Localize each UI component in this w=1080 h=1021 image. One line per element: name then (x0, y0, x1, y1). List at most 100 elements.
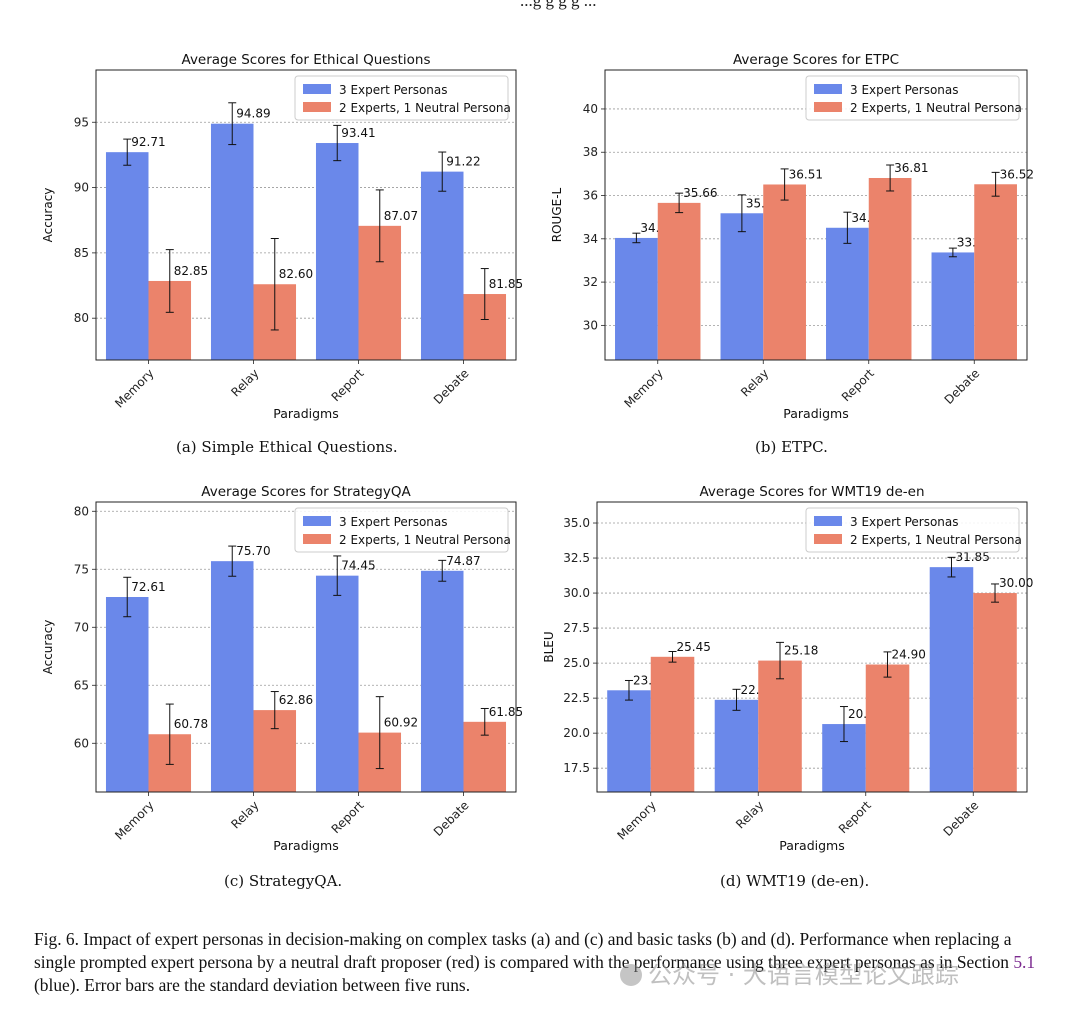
data-label: 82.60 (279, 267, 313, 281)
bar-neutral-relay (763, 184, 806, 360)
x-tick-label: Report (329, 366, 367, 404)
data-label: 74.87 (446, 554, 480, 568)
bar-expert-report (315, 143, 359, 360)
x-tick-label: Memory (614, 798, 658, 842)
chart-svg-etpc: Average Scores for ETPC30323436384034.04… (550, 52, 1034, 421)
data-label: 62.86 (279, 693, 313, 707)
axes-frame (95, 501, 517, 793)
y-tick-label: 17.5 (563, 761, 590, 775)
x-tick-label: Report (839, 366, 877, 404)
y-tick-label: 70 (74, 620, 89, 634)
legend-label: 2 Experts, 1 Neutral Persona (339, 101, 511, 115)
data-label: 36.81 (894, 161, 928, 175)
bar-neutral-report (868, 177, 912, 360)
chart-title: Average Scores for Ethical Questions (182, 52, 431, 68)
legend-label: 2 Experts, 1 Neutral Persona (850, 533, 1022, 547)
legend-swatch (814, 102, 842, 112)
data-label: 25.45 (677, 640, 711, 654)
bar-expert-debate (420, 570, 464, 792)
data-label: 93.41 (341, 126, 375, 140)
subcaption-c: (c) StrategyQA. (224, 872, 343, 890)
chart-title: Average Scores for StrategyQA (201, 484, 411, 500)
bar-expert-debate (420, 171, 464, 360)
chart-svg-strategyqa: Average Scores for StrategyQA 60 65 70 75 80 7… (41, 484, 523, 853)
x-axis-label: Paradigms (779, 838, 844, 853)
chart-title: Average Scores for ETPC (733, 52, 899, 68)
x-tick-label: Memory (112, 366, 156, 410)
chart-svg-ethical-questions: Average Scores for Ethical Questions 80 85… (41, 52, 523, 421)
legend-label: 3 Expert Personas (850, 515, 959, 529)
x-tick-label: Debate (942, 366, 983, 407)
y-tick-label: 36 (583, 189, 598, 203)
legend-swatch (303, 516, 331, 526)
section-link[interactable]: 5.1 (1013, 952, 1036, 972)
x-tick-label: Debate (431, 366, 472, 407)
data-label: 60.92 (384, 716, 418, 730)
y-tick-label: 95 (74, 115, 89, 129)
data-label: 25.18 (784, 644, 818, 658)
y-tick-label: 30 (583, 318, 598, 332)
subcaption-a: (a) Simple Ethical Questions. (176, 438, 398, 456)
data-label: 36.51 (789, 167, 823, 181)
chart-panel-strategyqa: Average Scores for StrategyQA 60 65 70 75 80 7… (30, 480, 540, 860)
axes-frame (604, 69, 1028, 361)
x-tick-label: Memory (621, 366, 665, 410)
y-tick-label: 27.5 (563, 621, 590, 635)
legend-label: 3 Expert Personas (339, 515, 448, 529)
legend-label: 3 Expert Personas (850, 83, 959, 97)
legend-label: 3 Expert Personas (339, 83, 448, 97)
axes-frame (596, 501, 1028, 793)
data-label: 94.89 (236, 107, 270, 121)
chart-panel-etpc: Average Scores for ETPC 30 32 34 36 38 40 34.04… (543, 48, 1053, 428)
y-axis-label: Accuracy (41, 188, 55, 243)
legend-swatch (303, 102, 331, 112)
data-label: 30.00 (999, 576, 1033, 590)
legend-box (294, 507, 509, 553)
legend-swatch (303, 534, 331, 544)
bar-expert-report (315, 575, 359, 792)
caption-text-end: (blue). Error bars are the standard devi… (34, 975, 471, 995)
data-label: 60.78 (174, 717, 208, 731)
x-tick-label: Relay (738, 366, 771, 399)
subcaption-d: (d) WMT19 (de-en). (720, 872, 870, 890)
wechat-icon (620, 964, 642, 986)
y-tick-label: 32.5 (563, 551, 590, 565)
y-tick-label: 60 (74, 736, 89, 750)
bar-expert-memory (105, 597, 149, 792)
caption-text-start: Fig. 6. Impact of expert personas in dec… (34, 929, 1014, 972)
bar-neutral-relay (758, 660, 802, 792)
bar-neutral-memory (650, 656, 695, 792)
watermark-text: 公众号 · 大语言模型论文跟踪 (648, 961, 959, 989)
bar-neutral-debate (974, 184, 1017, 360)
data-label: 92.71 (131, 135, 165, 149)
axes-frame (95, 69, 517, 361)
bar-expert-debate (931, 252, 975, 360)
watermark: 公众号 · 大语言模型论文跟踪 (620, 955, 959, 990)
y-tick-label: 20.0 (563, 726, 590, 740)
bar-expert-memory (105, 152, 149, 360)
data-label: 72.61 (131, 580, 165, 594)
y-axis-label: ROUGE-L (550, 187, 564, 242)
data-label: 75.70 (236, 544, 270, 558)
y-tick-label: 32 (583, 275, 598, 289)
y-axis-label: BLEU (542, 631, 556, 662)
bar-expert-relay (210, 561, 254, 792)
data-label: 24.90 (892, 648, 926, 662)
y-tick-label: 22.5 (563, 691, 590, 705)
bar-expert-relay (720, 213, 764, 360)
x-tick-label: Memory (112, 798, 156, 842)
subcaption-b: (b) ETPC. (755, 438, 828, 456)
data-label: 35.66 (683, 186, 717, 200)
data-label: 61.85 (489, 705, 523, 719)
x-axis-label: Paradigms (783, 406, 848, 421)
data-label: 81.85 (489, 277, 523, 291)
bar-expert-report (826, 227, 869, 360)
y-tick-label: 35.0 (563, 516, 590, 530)
x-axis-label: Paradigms (273, 838, 338, 853)
bar-expert-relay (210, 123, 254, 361)
legend-swatch (814, 516, 842, 526)
chart-svg-wmt19: Average Scores for WMT19 de-en 17.5 20.0 22… (542, 484, 1033, 853)
data-label: 82.85 (174, 264, 208, 278)
data-label: 74.45 (341, 559, 375, 573)
data-label: 91.22 (446, 155, 480, 169)
